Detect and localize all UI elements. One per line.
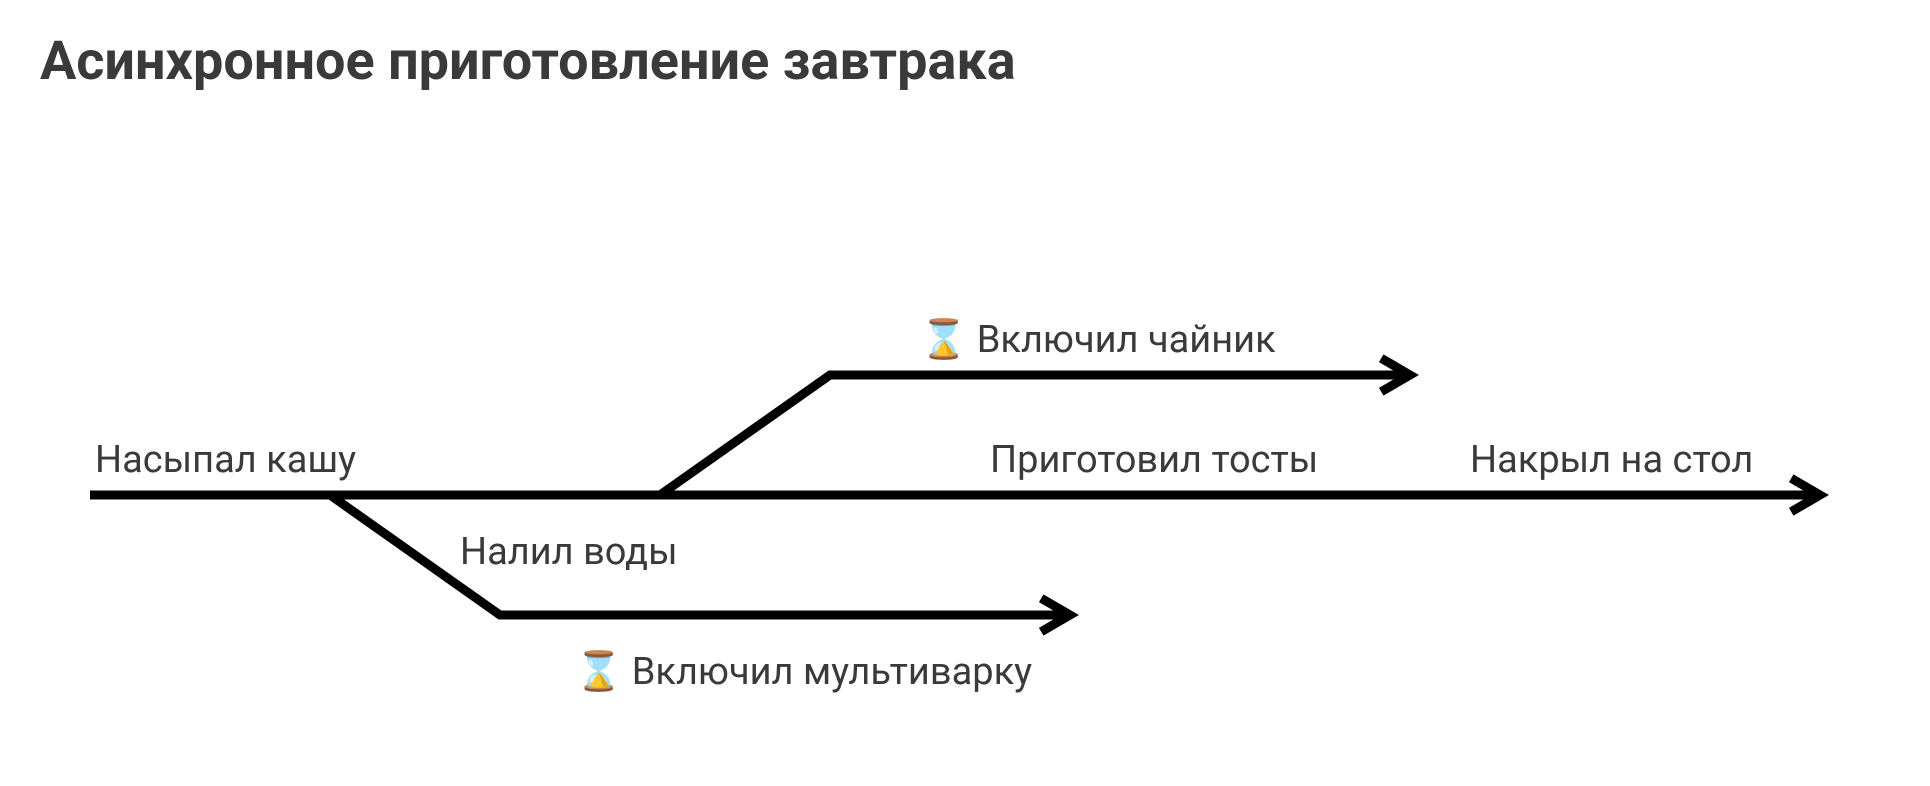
label-water-text: Налил воды: [460, 530, 678, 574]
label-table-text: Накрыл на стол: [1470, 438, 1753, 482]
hourglass-icon: ⌛: [920, 318, 977, 362]
label-water: Налил воды: [460, 530, 678, 574]
label-multicook-text: Включил мультиварку: [632, 650, 1032, 694]
label-table: Накрыл на стол: [1470, 438, 1753, 482]
label-porridge: Насыпал кашу: [95, 438, 356, 482]
label-porridge-text: Насыпал кашу: [95, 438, 356, 482]
label-kettle-text: Включил чайник: [977, 318, 1276, 362]
hourglass-icon: ⌛: [575, 650, 632, 694]
label-kettle: ⌛ Включил чайник: [920, 318, 1276, 362]
label-multicook: ⌛ Включил мультиварку: [575, 650, 1032, 694]
label-toasts-text: Приготовил тосты: [990, 438, 1318, 482]
label-toasts: Приготовил тосты: [990, 438, 1318, 482]
